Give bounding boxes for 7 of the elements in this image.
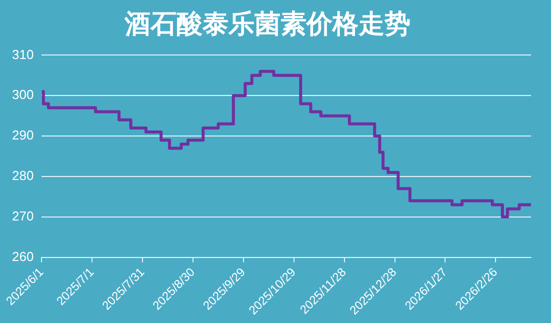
y-tick-label: 280 [12, 168, 34, 184]
y-tick-label: 300 [12, 87, 34, 102]
y-tick-label: 260 [12, 248, 34, 264]
y-tick-label: 290 [12, 128, 34, 143]
chart-title: 酒石酸泰乐菌素价格走势 [124, 9, 410, 40]
y-tick-label: 270 [12, 208, 34, 224]
y-tick-label: 310 [12, 46, 34, 62]
